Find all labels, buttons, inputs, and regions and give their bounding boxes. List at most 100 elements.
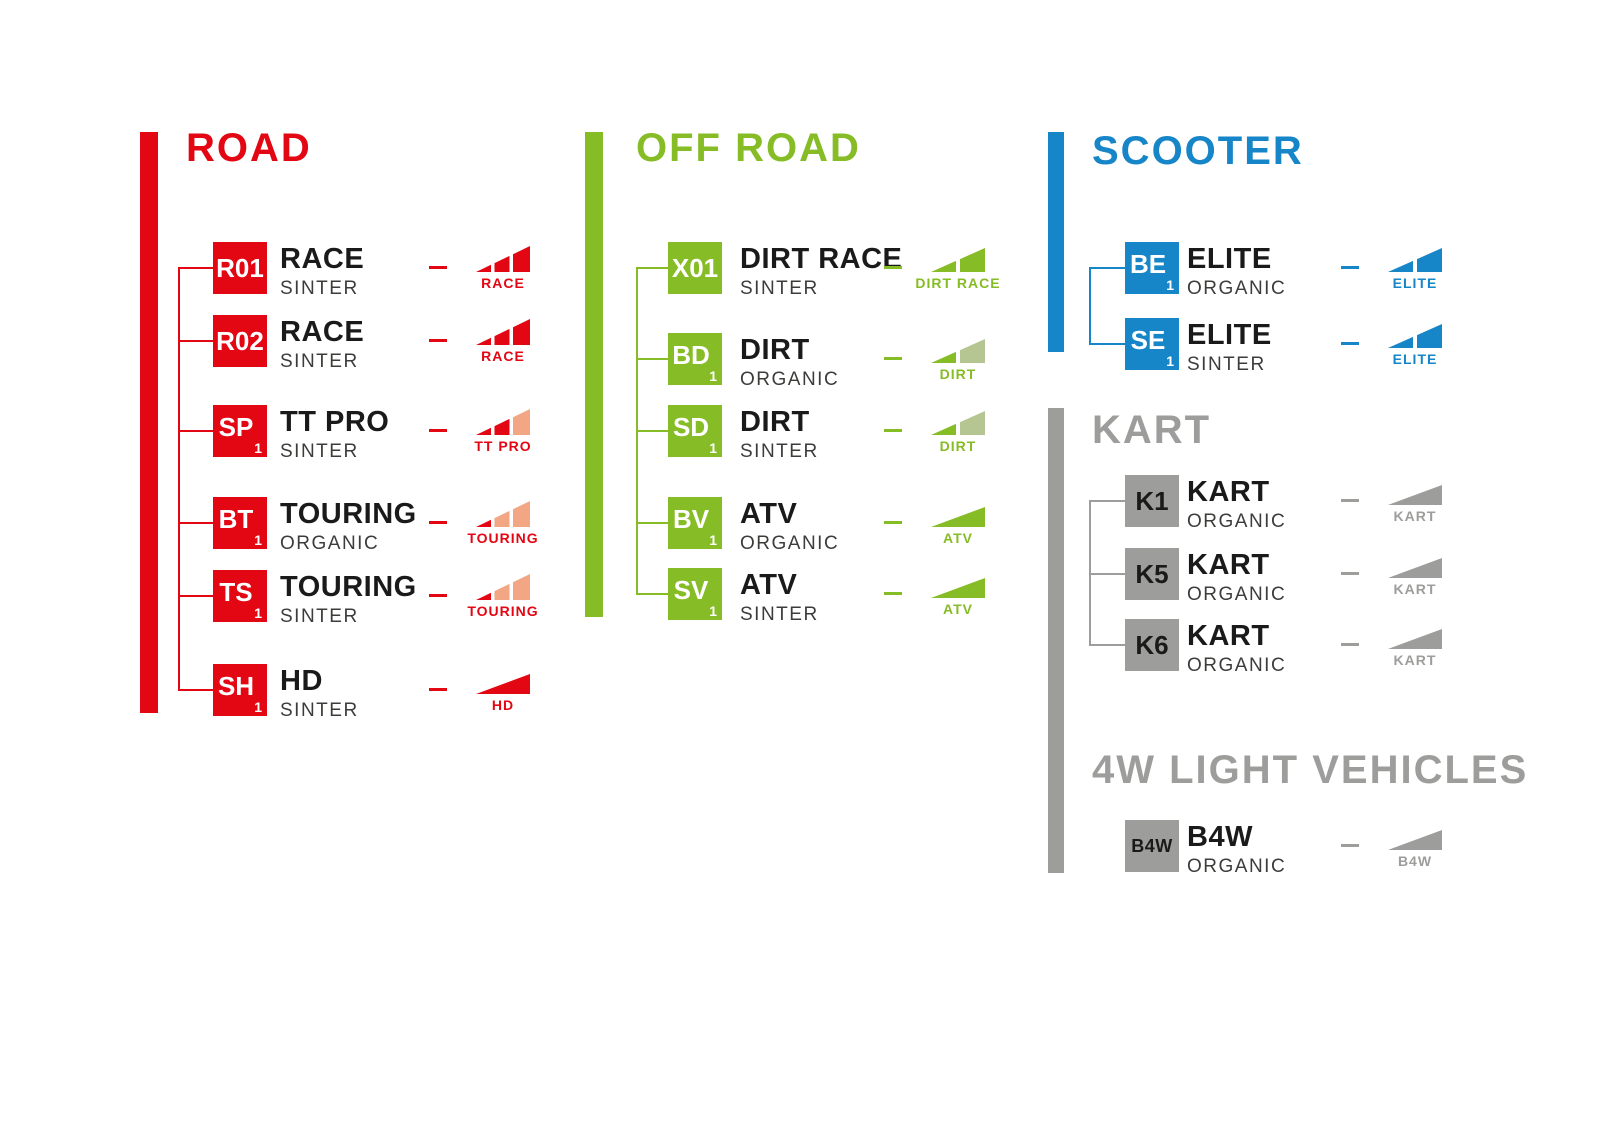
product-code-box[interactable]: SV 1 xyxy=(668,568,722,620)
tri-icon xyxy=(1388,830,1442,850)
product-row: K5 KART ORGANIC KART xyxy=(1089,548,1555,605)
product-row: TS 1 TOURING SINTER TOURING xyxy=(178,570,643,627)
product-compound: ORGANIC xyxy=(1187,278,1287,299)
product-text-block: DIRT ORGANIC xyxy=(740,335,839,391)
product-code-box[interactable]: K6 xyxy=(1125,619,1179,671)
performance-ramp-icon: RACE xyxy=(476,242,530,294)
product-name: DIRT xyxy=(740,406,810,438)
product-code-box[interactable]: BD 1 xyxy=(668,333,722,385)
product-compound: SINTER xyxy=(1187,354,1266,375)
product-code-box[interactable]: B4W xyxy=(1125,820,1179,872)
road-category-bar xyxy=(140,132,158,713)
product-code-box[interactable]: R01 xyxy=(213,242,267,294)
product-compound: SINTER xyxy=(740,441,819,462)
product-compound: ORGANIC xyxy=(1187,584,1287,605)
icon-label: ATV xyxy=(943,601,973,617)
tri-icon xyxy=(1388,558,1442,578)
product-text-block: KART ORGANIC xyxy=(1187,477,1286,533)
kart-section-title: KART xyxy=(1092,408,1212,452)
product-code-subscript: 1 xyxy=(1166,353,1174,369)
product-code-subscript: 1 xyxy=(254,440,262,456)
dash-connector xyxy=(429,688,447,691)
product-code-box[interactable]: SH 1 xyxy=(213,664,267,716)
dash-connector xyxy=(429,521,447,524)
product-row: B4W B4W ORGANIC B4W xyxy=(1125,820,1555,877)
tree-connector-stub xyxy=(636,358,668,360)
product-row: X01 DIRT RACE SINTER DIRT RACE xyxy=(636,242,1098,299)
product-code-box[interactable]: BT 1 xyxy=(213,497,267,549)
product-compound: ORGANIC xyxy=(740,533,840,554)
product-code-box[interactable]: BE 1 xyxy=(1125,242,1179,294)
product-text-block: HD SINTER xyxy=(280,666,359,722)
product-code-box[interactable]: SP 1 xyxy=(213,405,267,457)
product-code-box[interactable]: K5 xyxy=(1125,548,1179,600)
product-text-block: KART ORGANIC xyxy=(1187,620,1286,677)
product-code-subscript: 1 xyxy=(709,532,717,548)
ramp3-icon xyxy=(476,409,530,435)
product-name: KART xyxy=(1187,549,1270,581)
scooter-tree-trunk xyxy=(1089,268,1091,344)
product-code-box[interactable]: TS 1 xyxy=(213,570,267,622)
product-name: KART xyxy=(1187,620,1270,652)
product-name: ATV xyxy=(740,569,798,601)
icon-label: KART xyxy=(1393,581,1437,597)
dash-connector xyxy=(1341,643,1359,646)
product-text-block: ELITE ORGANIC xyxy=(1187,244,1287,300)
ramp3-icon xyxy=(476,574,530,600)
icon-label: TOURING xyxy=(467,603,539,619)
ramp2-icon xyxy=(931,339,985,363)
product-compound: SINTER xyxy=(280,351,359,372)
icon-label: B4W xyxy=(1397,853,1433,869)
dash-connector xyxy=(1341,266,1359,269)
product-code: X01 xyxy=(671,253,719,283)
product-name: TOURING xyxy=(280,498,417,530)
product-code: BT xyxy=(218,504,254,534)
product-code-box[interactable]: R02 xyxy=(213,315,267,367)
performance-ramp-icon: KART xyxy=(1388,619,1442,671)
product-text-block: ATV ORGANIC xyxy=(740,498,840,555)
tree-connector-stub xyxy=(1089,500,1125,502)
product-code-subscript: 1 xyxy=(254,605,262,621)
product-code: K1 xyxy=(1135,486,1169,516)
product-code-box[interactable]: SD 1 xyxy=(668,405,722,457)
ramp3-icon xyxy=(476,319,530,345)
tree-connector-stub xyxy=(1089,573,1125,575)
product-code-box[interactable]: K1 xyxy=(1125,475,1179,527)
product-compound: ORGANIC xyxy=(1187,856,1287,877)
product-code: R02 xyxy=(216,326,264,356)
road-section-title: ROAD xyxy=(186,126,312,170)
performance-ramp-icon: KART xyxy=(1388,475,1442,527)
product-row: SV 1 ATV SINTER ATV xyxy=(636,568,1098,625)
dash-connector xyxy=(429,339,447,342)
product-name: ATV xyxy=(740,498,798,530)
performance-ramp-icon: DIRT xyxy=(931,333,985,385)
product-row: SE 1 ELITE SINTER ELITE xyxy=(1089,318,1555,375)
product-row: R01 RACE SINTER RACE xyxy=(178,242,643,299)
product-code-box[interactable]: SE 1 xyxy=(1125,318,1179,370)
scooter-section-title: SCOOTER xyxy=(1092,129,1304,173)
tree-connector-stub xyxy=(1089,267,1125,269)
product-compound: SINTER xyxy=(740,604,819,625)
product-code: R01 xyxy=(216,253,264,283)
performance-ramp-icon: DIRT xyxy=(931,405,985,457)
product-name: RACE xyxy=(280,316,365,348)
tree-connector-stub xyxy=(636,430,668,432)
ramp2-icon xyxy=(931,248,985,272)
product-text-block: B4W ORGANIC xyxy=(1187,822,1287,878)
product-row: BT 1 TOURING ORGANIC TOURING xyxy=(178,497,643,554)
tree-connector-stub xyxy=(636,267,668,269)
product-code-subscript: 1 xyxy=(254,532,262,548)
dash-connector xyxy=(884,266,902,269)
tree-connector-stub xyxy=(1089,343,1125,345)
product-compound: SINTER xyxy=(280,441,359,462)
product-code: BE xyxy=(1129,249,1167,279)
product-code-box[interactable]: X01 xyxy=(668,242,722,294)
performance-ramp-icon: ELITE xyxy=(1388,318,1442,370)
performance-ramp-icon: TT PRO xyxy=(474,405,531,457)
performance-ramp-icon: B4W xyxy=(1388,820,1442,872)
icon-label: KART xyxy=(1393,508,1437,524)
product-compound: SINTER xyxy=(280,700,359,721)
dash-connector xyxy=(1341,844,1359,847)
product-name: TT PRO xyxy=(280,406,390,438)
product-code-box[interactable]: BV 1 xyxy=(668,497,722,549)
